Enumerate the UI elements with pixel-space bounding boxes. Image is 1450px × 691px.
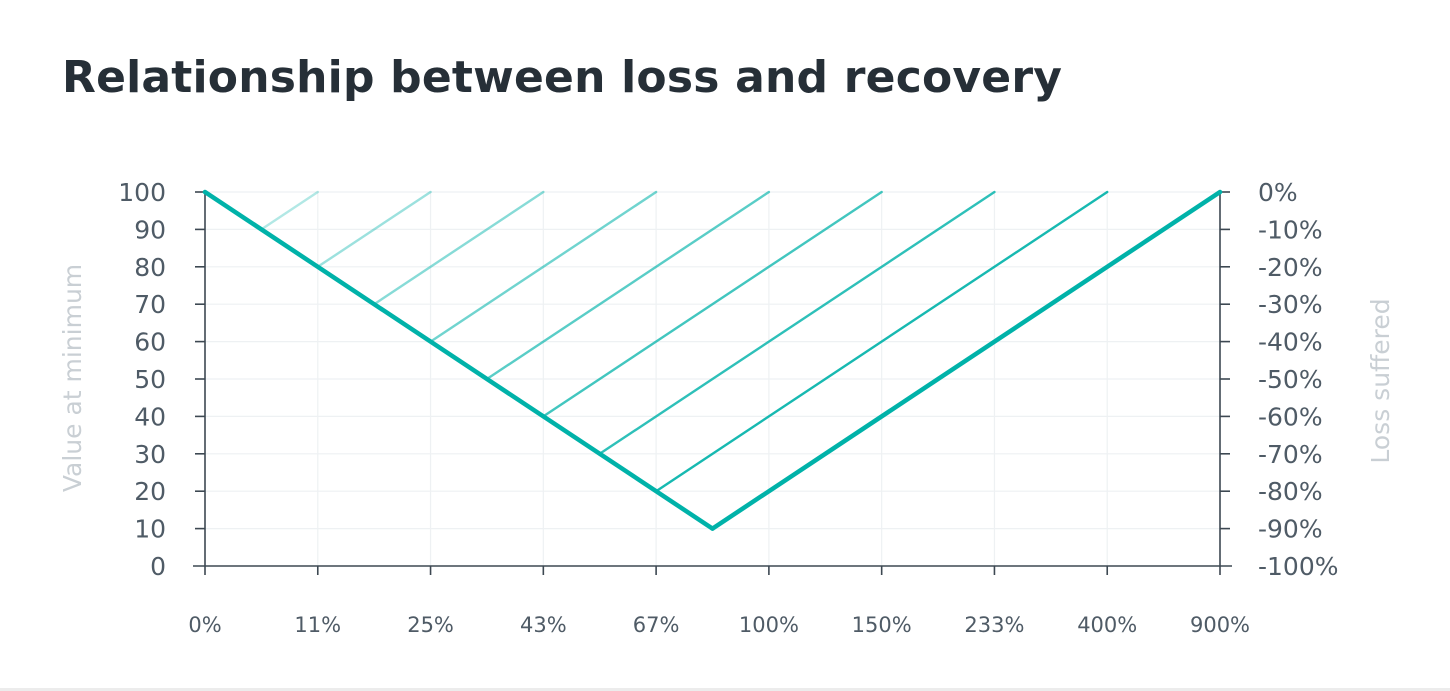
left-tick-label: 80	[134, 253, 166, 282]
axes	[193, 191, 1232, 575]
left-tick-label: 30	[134, 440, 166, 469]
recovery-line	[260, 190, 319, 231]
left-tick-label: 20	[134, 477, 166, 506]
x-tick-label: 0%	[188, 613, 221, 637]
right-tick-label: -70%	[1258, 440, 1323, 469]
recovery-line	[485, 190, 771, 381]
x-tick-label: 100%	[739, 613, 799, 637]
x-tick-label: 900%	[1190, 613, 1250, 637]
left-tick-label: 90	[134, 215, 166, 244]
right-tick-label: -10%	[1258, 215, 1323, 244]
left-tick-label: 10	[134, 515, 166, 544]
recovery-line	[654, 190, 1109, 493]
left-tick-label: 70	[134, 290, 166, 319]
right-tick-label: 0%	[1258, 178, 1298, 207]
left-axis-title: Value at minimum	[58, 264, 87, 492]
tick-labels: 0 10 20 30 40 50 60 70 80 90 100 -100% -90% -80% -70% -…	[118, 178, 1338, 637]
right-tick-label: -90%	[1258, 515, 1323, 544]
x-tick-label: 400%	[1077, 613, 1137, 637]
left-tick-label: 100	[118, 178, 166, 207]
right-tick-label: -20%	[1258, 253, 1323, 282]
right-tick-label: -60%	[1258, 402, 1323, 431]
axis-titles: Value at minimum Loss suffered	[58, 264, 1395, 492]
x-tick-label: 43%	[520, 613, 567, 637]
loss-line-group	[202, 189, 715, 531]
recovery-line	[598, 190, 996, 455]
recovery-lines	[260, 189, 1223, 531]
left-tick-label: 60	[134, 328, 166, 357]
left-tick-label: 0	[150, 552, 166, 581]
right-tick-label: -50%	[1258, 365, 1323, 394]
x-tick-label: 11%	[294, 613, 341, 637]
x-tick-label: 25%	[407, 613, 454, 637]
recovery-line	[429, 190, 658, 343]
chart-title: Relationship between loss and recovery	[62, 52, 1063, 103]
x-tick-label: 233%	[964, 613, 1024, 637]
recovery-line	[316, 190, 432, 268]
left-tick-label: 50	[134, 365, 166, 394]
left-tick-label: 40	[134, 402, 166, 431]
footer-divider	[0, 688, 1450, 691]
right-tick-label: -80%	[1258, 477, 1323, 506]
right-tick-label: -40%	[1258, 328, 1323, 357]
right-axis-title: Loss suffered	[1366, 298, 1395, 463]
right-tick-label: -30%	[1258, 290, 1323, 319]
loss-line	[202, 189, 715, 531]
x-tick-label: 150%	[852, 613, 912, 637]
x-tick-label: 67%	[633, 613, 680, 637]
right-tick-label: -100%	[1258, 552, 1339, 581]
recovery-line	[542, 190, 883, 418]
recovery-line	[710, 189, 1223, 531]
recovery-line	[372, 190, 545, 306]
